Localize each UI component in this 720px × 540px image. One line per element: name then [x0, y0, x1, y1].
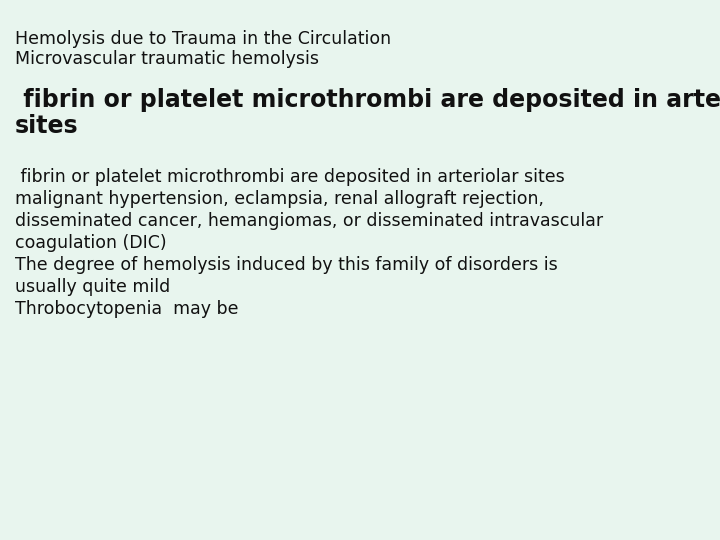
Text: coagulation (DIC): coagulation (DIC) [15, 234, 166, 252]
Text: disseminated cancer, hemangiomas, or disseminated intravascular: disseminated cancer, hemangiomas, or dis… [15, 212, 603, 230]
Text: usually quite mild: usually quite mild [15, 278, 170, 296]
Text: fibrin or platelet microthrombi are deposited in arteriolar: fibrin or platelet microthrombi are depo… [15, 88, 720, 112]
Text: fibrin or platelet microthrombi are deposited in arteriolar sites: fibrin or platelet microthrombi are depo… [15, 168, 564, 186]
Text: Microvascular traumatic hemolysis: Microvascular traumatic hemolysis [15, 50, 319, 68]
Text: sites: sites [15, 114, 78, 138]
Text: malignant hypertension, eclampsia, renal allograft rejection,: malignant hypertension, eclampsia, renal… [15, 190, 544, 208]
Text: Throbocytopenia  may be: Throbocytopenia may be [15, 300, 238, 318]
Text: The degree of hemolysis induced by this family of disorders is: The degree of hemolysis induced by this … [15, 256, 558, 274]
Text: Hemolysis due to Trauma in the Circulation: Hemolysis due to Trauma in the Circulati… [15, 30, 391, 48]
